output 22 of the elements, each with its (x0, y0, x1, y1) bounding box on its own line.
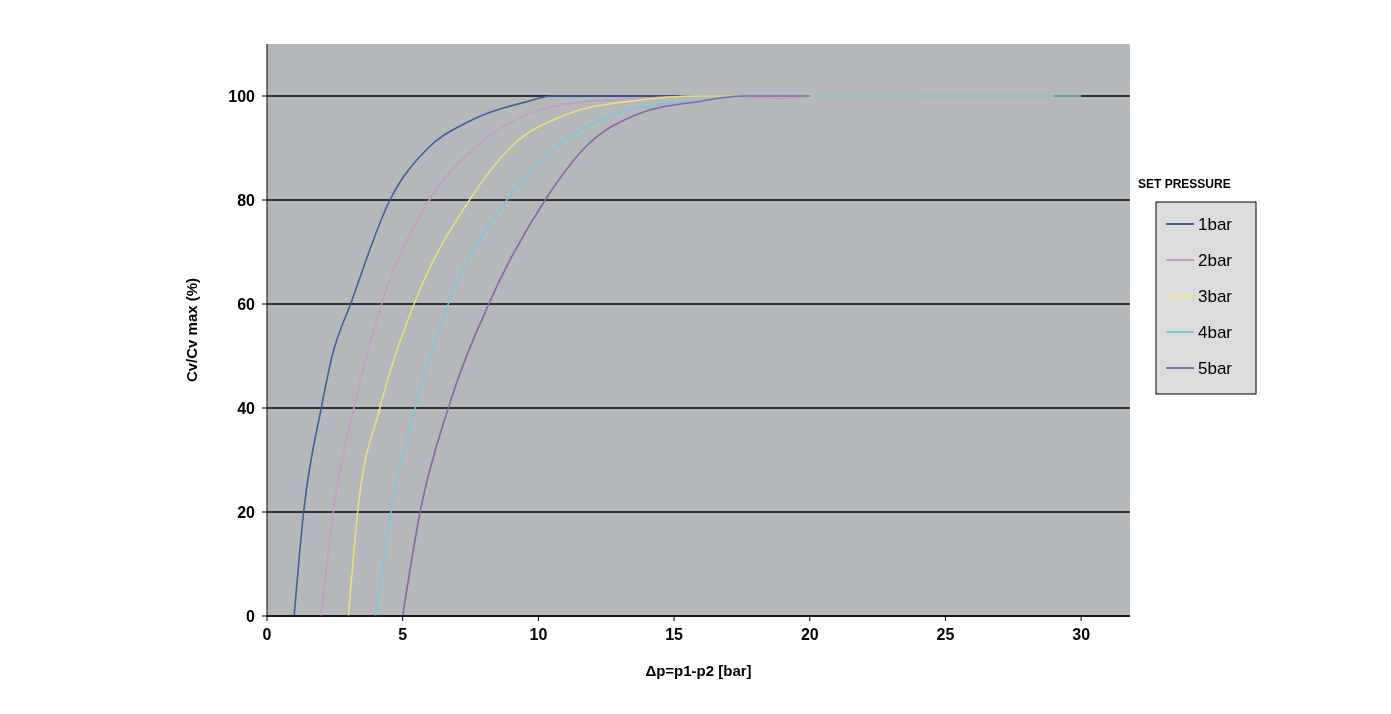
x-tick-label: 30 (1072, 626, 1091, 643)
legend-label: 5bar (1198, 358, 1233, 378)
y-tick-label: 60 (237, 295, 256, 313)
y-tick-label: 20 (237, 503, 256, 521)
y-tick-label: 100 (228, 87, 256, 105)
legend-label: 4bar (1198, 322, 1233, 342)
y-tick-label: 0 (246, 607, 256, 625)
legend-label: 1bar (1198, 214, 1233, 234)
x-tick-label: 25 (936, 626, 955, 643)
line-series (401, 95, 811, 617)
y-tick-label: 80 (237, 191, 256, 209)
x-tick-label: 5 (398, 626, 408, 643)
legend-label: 2bar (1198, 250, 1233, 270)
x-axis-title: Δp=p1-p2 [bar] (645, 662, 752, 679)
y-axis-title: Cv/Cv max (%) (183, 277, 200, 383)
x-tick-label: 15 (665, 626, 684, 643)
x-tick-label: 20 (800, 626, 819, 643)
legend-label: 3bar (1198, 286, 1233, 306)
x-tick-label: 0 (262, 626, 272, 643)
legend-title: SET PRESSURE (1138, 177, 1231, 191)
x-tick-label: 10 (529, 626, 548, 643)
y-tick-label: 40 (237, 399, 256, 417)
